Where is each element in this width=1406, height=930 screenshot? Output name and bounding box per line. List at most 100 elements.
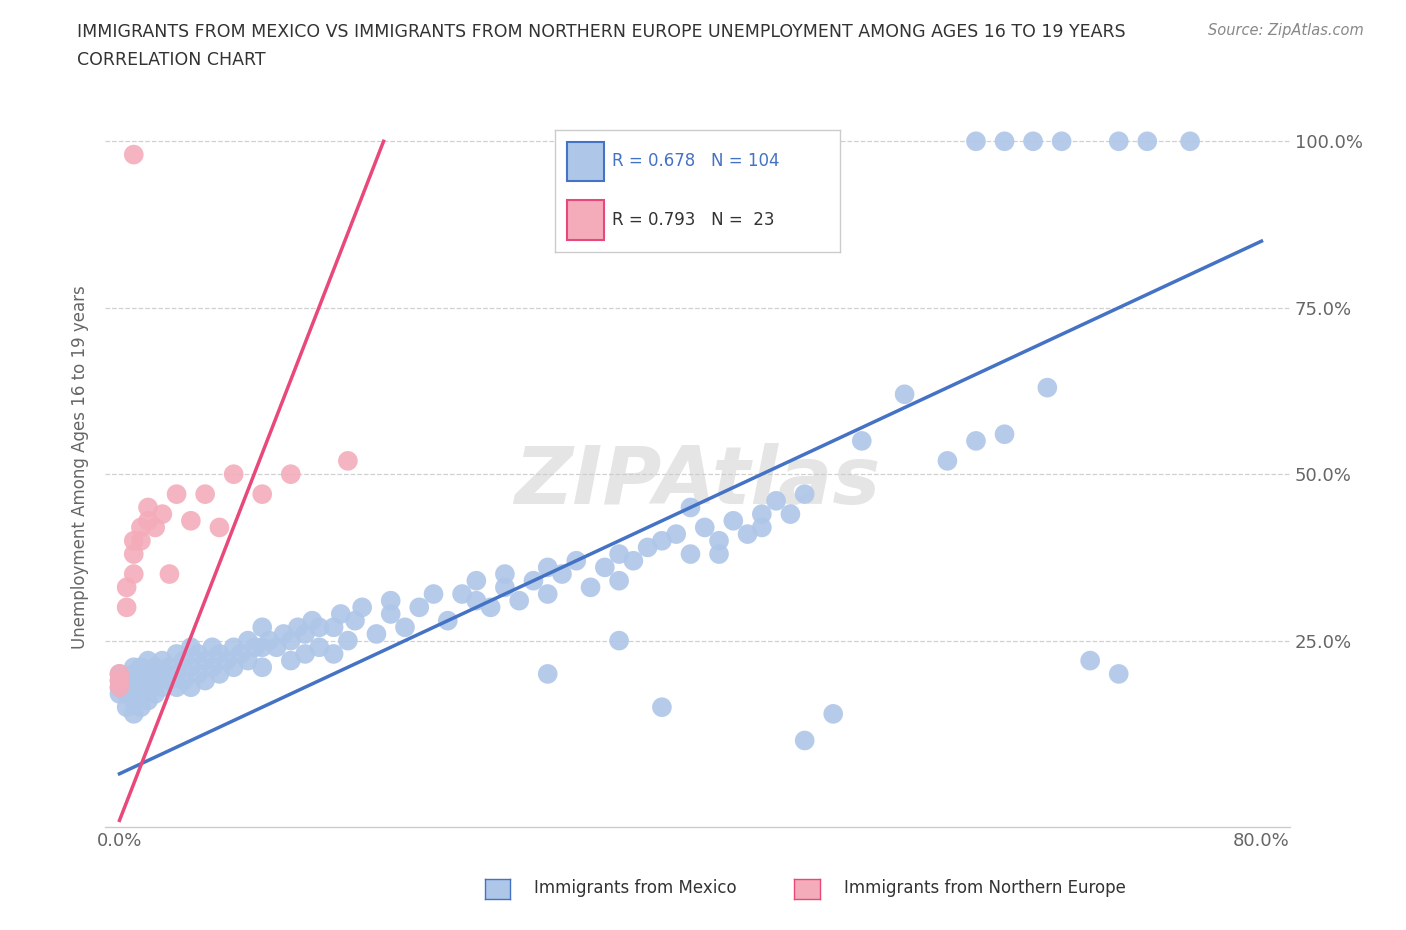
Point: [266, 640, 288, 655]
Point: [280, 467, 302, 482]
Point: [166, 667, 188, 682]
Point: [243, 640, 266, 655]
Point: [993, 134, 1015, 149]
Point: [201, 659, 224, 674]
Point: [707, 547, 730, 562]
Point: [336, 633, 359, 648]
Point: [229, 646, 252, 661]
Point: [129, 686, 152, 701]
Point: [322, 646, 344, 661]
Point: [651, 533, 673, 548]
Point: [621, 553, 644, 568]
Point: [665, 526, 688, 541]
Point: [108, 686, 131, 701]
Point: [252, 659, 274, 674]
Point: [173, 673, 195, 688]
Point: [122, 680, 145, 695]
Point: [965, 433, 987, 448]
Point: [201, 640, 224, 655]
Point: [208, 667, 231, 682]
Point: [136, 513, 159, 528]
Point: [129, 520, 152, 535]
Point: [122, 547, 145, 562]
Point: [159, 673, 181, 688]
Point: [115, 699, 138, 714]
Point: [215, 653, 238, 668]
Point: [115, 600, 138, 615]
Point: [180, 640, 202, 655]
Point: [222, 467, 245, 482]
Point: [236, 653, 259, 668]
Point: [122, 667, 145, 682]
Point: [222, 659, 245, 674]
Point: [108, 673, 131, 688]
Point: [180, 513, 202, 528]
Text: CORRELATION CHART: CORRELATION CHART: [77, 51, 266, 69]
Point: [252, 620, 274, 635]
Point: [607, 573, 630, 588]
Point: [208, 646, 231, 661]
Point: [294, 627, 316, 642]
Point: [159, 566, 181, 581]
Point: [765, 494, 787, 509]
Point: [851, 433, 873, 448]
Point: [301, 613, 323, 628]
Point: [136, 693, 159, 708]
Point: [1050, 134, 1073, 149]
Point: [965, 134, 987, 149]
Point: [380, 593, 402, 608]
Point: [166, 486, 188, 501]
Point: [222, 640, 245, 655]
Point: [136, 653, 159, 668]
Point: [436, 613, 458, 628]
Point: [380, 606, 402, 621]
Point: [108, 667, 131, 682]
Point: [143, 686, 166, 701]
Point: [522, 573, 544, 588]
Point: [366, 627, 388, 642]
Point: [180, 659, 202, 674]
Point: [252, 486, 274, 501]
Text: Immigrants from Northern Europe: Immigrants from Northern Europe: [844, 879, 1125, 897]
Point: [108, 680, 131, 695]
Point: [1078, 653, 1101, 668]
Point: [166, 646, 188, 661]
Point: [793, 486, 815, 501]
Point: [280, 633, 302, 648]
Point: [679, 547, 702, 562]
Point: [129, 533, 152, 548]
Point: [115, 673, 138, 688]
Point: [122, 693, 145, 708]
Point: [993, 427, 1015, 442]
Point: [593, 560, 616, 575]
Point: [651, 699, 673, 714]
Point: [129, 673, 152, 688]
Point: [150, 653, 173, 668]
Point: [308, 640, 330, 655]
Point: [108, 673, 131, 688]
Point: [136, 680, 159, 695]
Text: Immigrants from Mexico: Immigrants from Mexico: [534, 879, 737, 897]
Point: [537, 587, 560, 602]
Point: [294, 646, 316, 661]
Y-axis label: Unemployment Among Ages 16 to 19 years: Unemployment Among Ages 16 to 19 years: [72, 286, 89, 649]
Point: [115, 580, 138, 595]
Text: ZIPAtlas: ZIPAtlas: [515, 443, 880, 521]
Point: [344, 613, 367, 628]
Point: [194, 673, 217, 688]
Point: [159, 659, 181, 674]
Point: [494, 580, 516, 595]
Point: [551, 566, 574, 581]
Point: [1022, 134, 1045, 149]
Point: [607, 547, 630, 562]
Point: [508, 593, 530, 608]
Point: [280, 653, 302, 668]
Point: [273, 627, 295, 642]
Point: [451, 587, 474, 602]
Point: [122, 533, 145, 548]
Point: [751, 507, 773, 522]
Point: [329, 606, 352, 621]
Point: [479, 600, 502, 615]
Point: [122, 566, 145, 581]
Point: [180, 680, 202, 695]
